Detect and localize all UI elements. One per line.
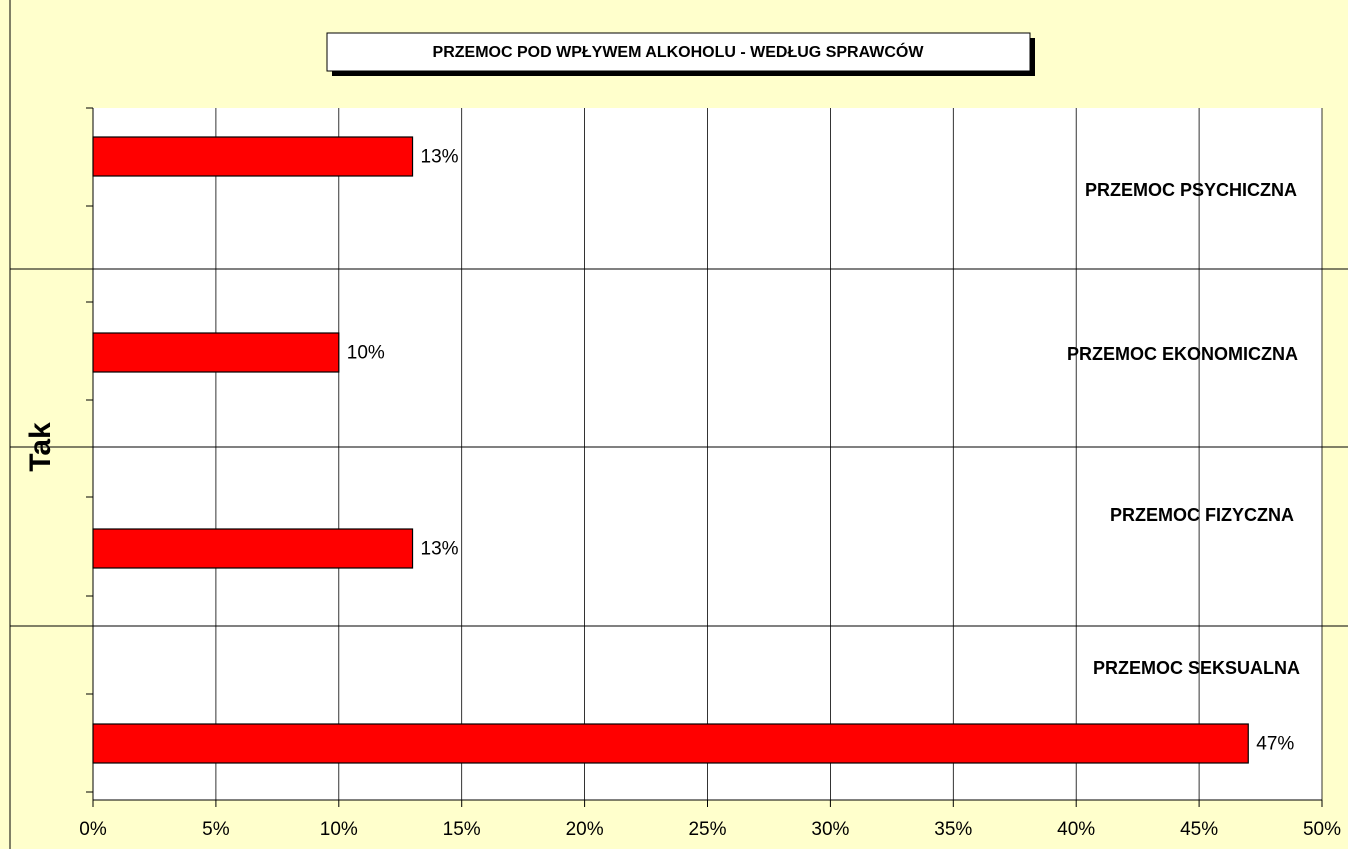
- x-tick-label: 40%: [1057, 819, 1095, 840]
- value-label: 13%: [421, 539, 459, 560]
- chart-title: PRZEMOC POD WPŁYWEM ALKOHOLU - WEDŁUG SP…: [433, 42, 925, 61]
- x-tick-label: 5%: [202, 819, 230, 840]
- x-tick-label: 45%: [1180, 819, 1218, 840]
- x-tick-label: 50%: [1303, 819, 1341, 840]
- x-tick-label: 20%: [566, 819, 604, 840]
- x-tick-label: 15%: [443, 819, 481, 840]
- bar: [92, 723, 1249, 764]
- x-tick-label: 0%: [79, 819, 107, 840]
- title-box: [326, 32, 1031, 72]
- x-tick-label: 30%: [811, 819, 849, 840]
- value-label: 47%: [1256, 734, 1294, 755]
- value-label: 10%: [347, 343, 385, 364]
- bar: [92, 136, 414, 177]
- category-label: PRZEMOC SEKSUALNA: [1093, 658, 1300, 678]
- value-label: 13%: [421, 147, 459, 168]
- x-tick-label: 25%: [688, 819, 726, 840]
- category-label: PRZEMOC EKONOMICZNA: [1067, 344, 1298, 364]
- bar: [92, 332, 340, 373]
- category-label: PRZEMOC FIZYCZNA: [1110, 505, 1294, 525]
- bar: [92, 528, 414, 569]
- category-label: PRZEMOC PSYCHICZNA: [1085, 180, 1297, 200]
- x-tick-label: 35%: [934, 819, 972, 840]
- x-tick-label: 10%: [320, 819, 358, 840]
